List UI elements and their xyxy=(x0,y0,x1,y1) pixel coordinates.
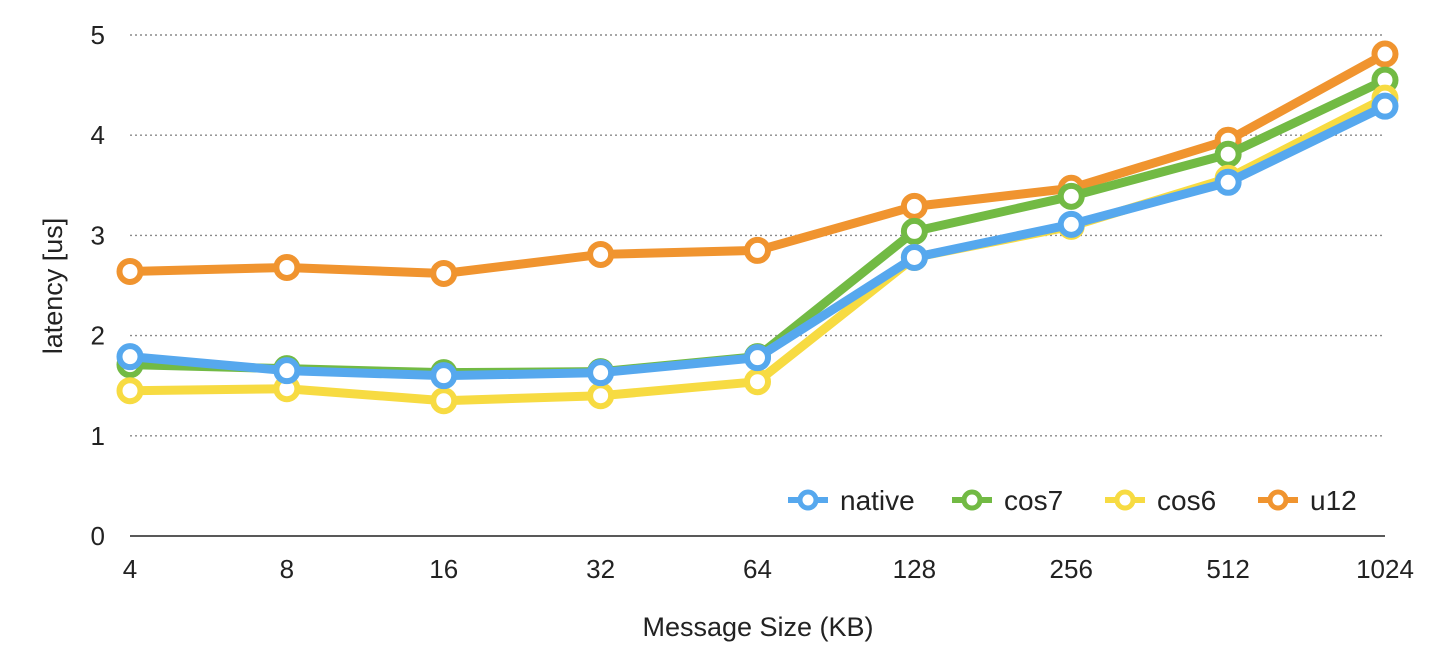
y-tick-label: 0 xyxy=(91,521,105,551)
data-point-cos6 xyxy=(430,387,458,415)
legend-item-cos6: cos6 xyxy=(1105,485,1216,516)
y-tick-label: 3 xyxy=(91,220,105,250)
data-point-cos7 xyxy=(1214,140,1242,168)
data-point-u12 xyxy=(273,253,301,281)
data-point-native xyxy=(1057,210,1085,238)
x-tick-label: 8 xyxy=(280,554,294,584)
y-tick-label: 2 xyxy=(91,321,105,351)
data-point-native xyxy=(116,343,144,371)
data-point-native xyxy=(744,344,771,372)
data-point-u12 xyxy=(1371,40,1399,68)
y-tick-label: 1 xyxy=(91,421,105,451)
data-point-native xyxy=(587,359,615,387)
x-tick-label: 4 xyxy=(123,554,137,584)
legend: native cos7 cos6 u12 xyxy=(788,485,1357,516)
legend-marker-native xyxy=(797,489,819,511)
data-point-u12 xyxy=(430,259,458,287)
data-point-native xyxy=(1214,168,1242,196)
x-tick-label: 32 xyxy=(586,554,615,584)
x-tick-label: 512 xyxy=(1206,554,1249,584)
series-lines xyxy=(116,40,1399,415)
x-tick-label: 256 xyxy=(1050,554,1093,584)
x-tick-label: 1024 xyxy=(1356,554,1414,584)
data-point-native xyxy=(1371,92,1399,120)
legend-marker-u12 xyxy=(1267,489,1289,511)
data-point-cos6 xyxy=(116,377,144,405)
series-line-cos7 xyxy=(125,75,1390,378)
legend-label-u12: u12 xyxy=(1310,485,1357,516)
data-point-cos6 xyxy=(587,382,615,410)
legend-label-cos6: cos6 xyxy=(1157,485,1216,516)
data-point-native xyxy=(430,362,458,390)
data-point-native xyxy=(273,357,301,385)
x-axis-title: Message Size (KB) xyxy=(642,612,873,642)
grid-lines xyxy=(130,34,1385,437)
legend-item-cos7: cos7 xyxy=(952,485,1063,516)
series-native xyxy=(116,92,1399,390)
x-tick-label: 64 xyxy=(743,554,772,584)
x-tick-label: 16 xyxy=(429,554,458,584)
axes: 0 1 2 3 4 5 4 8 16 32 64 128 256 512 1024 xyxy=(91,20,1414,584)
data-point-cos7 xyxy=(1057,182,1085,210)
legend-marker-cos6 xyxy=(1114,489,1136,511)
legend-label-cos7: cos7 xyxy=(1004,485,1063,516)
data-point-u12 xyxy=(116,257,144,285)
y-axis-title: latency [us] xyxy=(38,218,68,355)
legend-item-native: native xyxy=(788,485,915,516)
y-tick-label: 5 xyxy=(91,20,105,50)
data-point-u12 xyxy=(587,240,615,268)
y-tick-label: 4 xyxy=(91,120,105,150)
data-point-native xyxy=(900,243,928,271)
data-point-cos6 xyxy=(744,368,771,396)
data-point-cos7 xyxy=(900,217,928,245)
legend-label-native: native xyxy=(840,485,915,516)
legend-marker-cos7 xyxy=(961,489,983,511)
legend-item-u12: u12 xyxy=(1258,485,1357,516)
data-point-u12 xyxy=(900,192,928,220)
data-point-u12 xyxy=(744,236,771,264)
x-tick-label: 128 xyxy=(893,554,936,584)
